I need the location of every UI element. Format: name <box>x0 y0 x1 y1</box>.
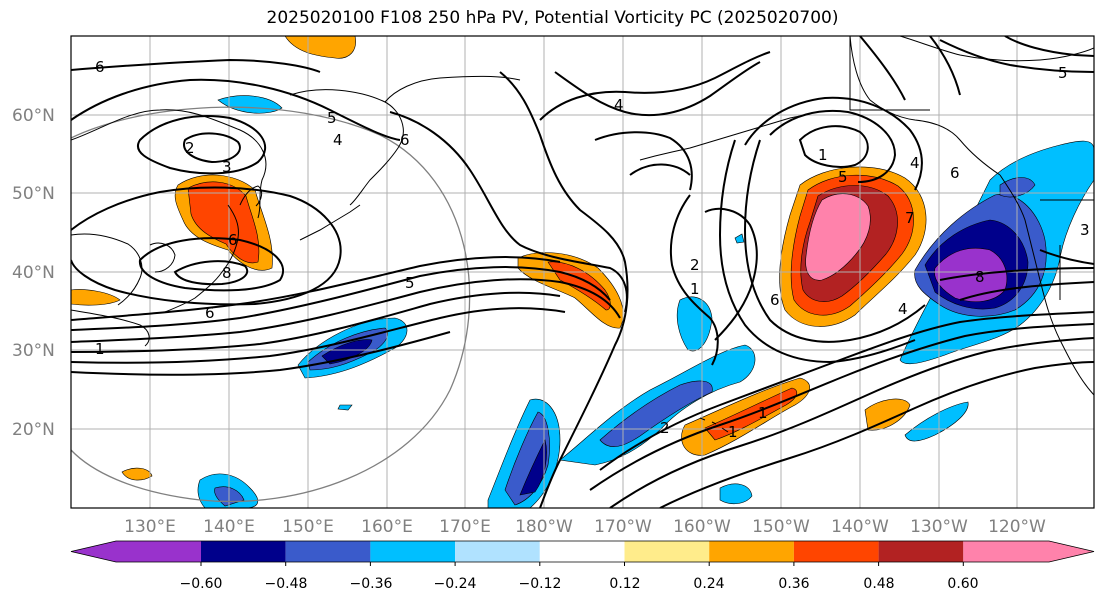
contour-label: 4 <box>910 154 920 172</box>
colorbar-segment <box>116 541 201 562</box>
colorbar-tick-label: 0.24 <box>693 576 724 592</box>
lat-label: 30°N <box>12 341 55 361</box>
lon-label: 170°W <box>594 517 652 537</box>
lat-label: 60°N <box>12 106 55 126</box>
colorbar-segment <box>963 541 1049 562</box>
colorbar-segment <box>878 541 964 562</box>
contour-label: 8 <box>222 264 232 282</box>
contour-label: 2 <box>660 419 670 437</box>
colorbar-tick-label: −0.48 <box>265 576 308 592</box>
lon-label: 160°W <box>673 517 731 537</box>
colorbar-ticks: −0.60 −0.48 −0.36 −0.24 −0.12 0.12 0.24 … <box>180 576 979 592</box>
colorbar-segment <box>455 541 540 562</box>
map-title: 2025020100 F108 250 hPa PV, Potential Vo… <box>266 8 839 28</box>
lat-label: 20°N <box>12 420 55 440</box>
colorbar-segment <box>370 541 456 562</box>
colorbar-segment <box>624 541 710 562</box>
colorbar-segment <box>285 541 371 562</box>
contour-label: 4 <box>614 96 624 114</box>
lat-label: 40°N <box>12 263 55 283</box>
colorbar-tick-label: 0.60 <box>947 576 978 592</box>
contour-label: 6 <box>770 291 780 309</box>
contour-label: 3 <box>222 158 232 176</box>
colorbar <box>70 540 1095 566</box>
contour-label: 5 <box>838 168 848 186</box>
colorbar-tick-label: −0.12 <box>519 576 562 592</box>
colorbar-segment <box>201 541 286 562</box>
lat-label: 50°N <box>12 184 55 204</box>
contour-label: 6 <box>95 58 105 76</box>
contour-label: 6 <box>400 131 410 149</box>
contour-label: 3 <box>1080 221 1090 239</box>
colorbar-tick-label: 0.36 <box>778 576 809 592</box>
colorbar-extend-min <box>71 541 116 562</box>
reference-circle <box>71 106 471 503</box>
pv-anomaly-shading <box>71 36 1094 508</box>
lon-label: 140°E <box>203 517 255 537</box>
contour-label: 5 <box>1058 64 1068 82</box>
contour-label: 7 <box>905 209 915 227</box>
contour-label: 6 <box>228 231 238 249</box>
colorbar-outline <box>70 540 1095 563</box>
lon-label: 150°E <box>282 517 334 537</box>
lon-label: 160°E <box>361 517 413 537</box>
contour-label: 6 <box>950 164 960 182</box>
contour-labels: 6 4 5 6 2 3 6 8 6 5 1 4 2 1 1 5 7 6 4 6 … <box>95 58 1090 441</box>
contour-label: 5 <box>405 274 415 292</box>
colorbar-tick-label: 0.12 <box>609 576 640 592</box>
colorbar-extend-max <box>1049 541 1094 562</box>
contour-label: 1 <box>758 404 768 422</box>
contour-label: 2 <box>185 139 195 157</box>
contour-label: 4 <box>898 300 908 318</box>
colorbar-tick-label: 0.48 <box>863 576 894 592</box>
graticule <box>71 36 1094 508</box>
lon-label: 180°W <box>515 517 573 537</box>
latitude-labels: 60°N 50°N 40°N 30°N 20°N <box>12 106 55 440</box>
lon-label: 150°W <box>752 517 810 537</box>
colorbar-tick-label: −0.36 <box>350 576 393 592</box>
contour-label: 5 <box>327 109 337 127</box>
lon-label: 170°E <box>439 517 491 537</box>
colorbar-tick-label: −0.24 <box>434 576 477 592</box>
lon-label: 140°W <box>831 517 889 537</box>
contour-label: 1 <box>690 280 700 298</box>
colorbar-segment <box>709 541 794 562</box>
colorbar-segment <box>793 541 879 562</box>
contour-label: 1 <box>818 146 828 164</box>
contour-label: 1 <box>728 423 738 441</box>
contour-label: 2 <box>690 256 700 274</box>
colorbar-tick-label: −0.60 <box>180 576 223 592</box>
contour-label: 1 <box>95 340 105 358</box>
contour-label: 6 <box>205 304 215 322</box>
longitude-labels: 130°E 140°E 150°E 160°E 170°E 180°W 170°… <box>124 517 1046 537</box>
pv-contours <box>71 36 1094 508</box>
lon-label: 120°W <box>988 517 1046 537</box>
lon-label: 130°E <box>124 517 176 537</box>
contour-label: 8 <box>975 268 985 286</box>
lon-label: 130°W <box>910 517 968 537</box>
map-frame <box>70 35 1095 509</box>
contour-label: 4 <box>333 131 343 149</box>
colorbar-segment <box>539 541 625 562</box>
